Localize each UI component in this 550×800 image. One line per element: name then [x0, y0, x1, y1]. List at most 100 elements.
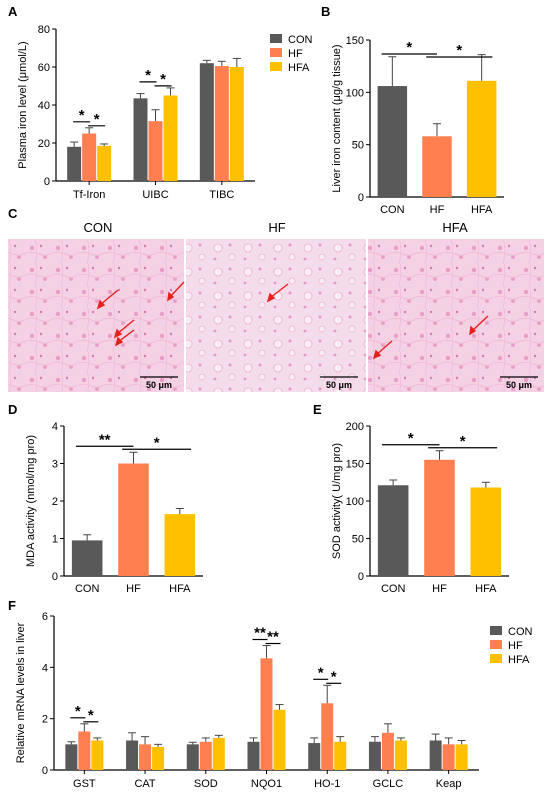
x-tick-label: CAT [134, 778, 155, 790]
legend-label-hfa: HFA [288, 62, 310, 74]
arrow-icon [375, 340, 393, 356]
y-tick-label: 40 [38, 100, 50, 112]
y-tick-label: 4 [52, 421, 58, 433]
bar-con [133, 98, 148, 181]
x-tick-label: GST [73, 778, 96, 790]
histology-image-con [8, 239, 184, 392]
y-tick-label: 0 [42, 765, 48, 777]
legend-label-con: CON [508, 626, 533, 638]
bar-hfa [273, 709, 286, 770]
histology-image-hfa [368, 239, 544, 392]
bar-hfa [334, 741, 347, 770]
significance-label: * [145, 67, 151, 84]
bar-hfa [91, 740, 104, 770]
x-tick-label: NQO1 [251, 778, 282, 790]
significance-label: ** [254, 625, 266, 642]
panel-a-chart: 0 20 40 60 80 Plasma iron level (μmol/L) Tf-Ir… [17, 24, 313, 201]
panel-d-chart: 0 1 2 3 4 MDA activity (nmol/mg pro) CON HF HFA *… [25, 421, 203, 595]
bar-con [71, 540, 103, 576]
y-tick-label: 0 [358, 192, 364, 204]
panel-label-b: B [321, 4, 330, 19]
y-tick-label: 50 [352, 140, 364, 152]
x-tick-label: HF [430, 204, 445, 216]
legend-label-hf: HF [508, 640, 523, 652]
y-tick-label: 0 [358, 571, 364, 583]
histology-title-hfa: HFA [442, 220, 468, 235]
bar-hf [424, 459, 455, 576]
bar-hf [214, 66, 229, 181]
bar-con [186, 744, 199, 770]
histology-title-hf: HF [268, 220, 285, 235]
y-tick-label: 1 [52, 534, 58, 546]
bar-hf [139, 744, 152, 770]
significance-label: ** [99, 431, 111, 448]
bar-con [377, 485, 409, 576]
bar-hfa [466, 80, 497, 197]
x-tick-label: Tf-Iron [73, 189, 105, 201]
y-axis-title: SOD activity( U/mg pro) [331, 443, 343, 559]
y-tick-label: 200 [346, 421, 364, 433]
significance-label: * [318, 664, 324, 681]
bar-hf [260, 658, 273, 770]
legend-swatch-hfa [270, 62, 282, 71]
y-axis-title: Plasma iron level (μmol/L) [17, 41, 29, 168]
bar-con [67, 146, 82, 181]
bar-hfa [394, 740, 407, 770]
arrow-icon [99, 289, 119, 306]
bar-hfa [455, 744, 468, 770]
bar-hf [148, 121, 163, 181]
legend-swatch-hf [490, 640, 502, 649]
arrow-icon [471, 315, 489, 332]
legend-label-con: CON [288, 34, 313, 46]
y-tick-label: 0 [44, 176, 50, 188]
bar-con [65, 744, 78, 770]
y-tick-label: 4 [42, 662, 48, 674]
x-tick-label: HF [126, 583, 141, 595]
legend-swatch-con [270, 34, 282, 43]
bar-hf [422, 136, 452, 197]
legend-swatch-hf [270, 48, 282, 57]
significance-label: ** [267, 629, 279, 646]
bar-con [377, 86, 408, 197]
bar-hf [199, 741, 212, 770]
y-tick-label: 100 [346, 496, 364, 508]
bar-hfa [97, 145, 112, 181]
panel-label-d: D [8, 402, 17, 417]
significance-label: * [154, 434, 160, 451]
y-tick-label: 80 [38, 24, 50, 36]
significance-label: * [160, 71, 166, 88]
scale-bar-label-hf: 50 μm [326, 380, 352, 390]
arrow-icon [116, 319, 135, 335]
bar-hf [442, 744, 455, 770]
panel-label-f: F [8, 598, 16, 613]
y-axis-title: Liver iron content (μg/g tissue) [331, 44, 343, 192]
scale-bar-label-con: 50 μm [146, 380, 172, 390]
arrow-icon [169, 281, 185, 298]
bar-hf [381, 732, 394, 770]
y-tick-label: 20 [38, 138, 50, 150]
x-tick-label: HFA [169, 583, 191, 595]
bar-hf [118, 463, 149, 576]
x-tick-label: CON [381, 583, 406, 595]
y-tick-label: 150 [346, 459, 364, 471]
x-tick-label: CON [380, 204, 405, 216]
significance-label: * [456, 42, 462, 59]
bar-con [308, 743, 321, 770]
y-axis-title: MDA activity (nmol/mg pro) [25, 435, 37, 567]
x-tick-label: HO-1 [314, 778, 340, 790]
x-tick-label: HFA [475, 583, 497, 595]
bar-hfa [164, 514, 196, 576]
x-tick-label: SOD [194, 778, 218, 790]
x-tick-label: TIBC [209, 189, 234, 201]
x-tick-label: UIBC [142, 189, 168, 201]
x-tick-label: CON [75, 583, 100, 595]
significance-label: * [94, 111, 100, 128]
scale-bar-label-hfa: 50 μm [506, 380, 532, 390]
significance-label: * [460, 433, 466, 450]
significance-label: * [75, 703, 81, 720]
bar-hfa [212, 737, 225, 770]
y-tick-label: 150 [346, 35, 364, 47]
bar-con [368, 741, 381, 770]
significance-label: * [406, 39, 412, 56]
